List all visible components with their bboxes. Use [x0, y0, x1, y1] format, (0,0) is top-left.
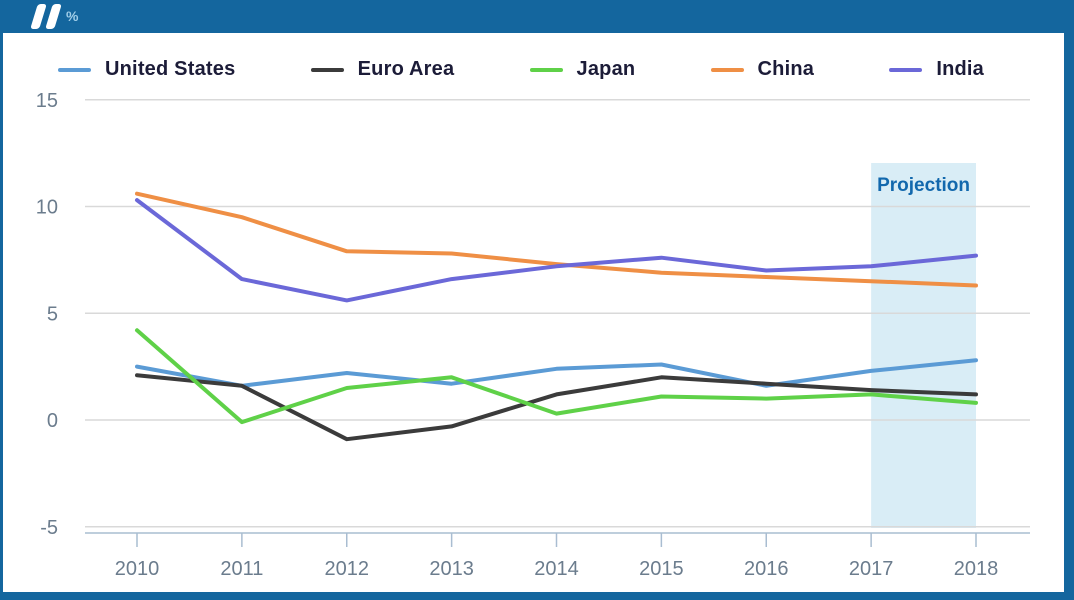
- x-tick-label: 2012: [325, 558, 370, 580]
- legend-label: Japan: [576, 58, 636, 80]
- right-frame-border: [1064, 0, 1074, 600]
- logo-stroke: [45, 4, 62, 29]
- legend-label: China: [757, 58, 815, 80]
- y-tick-label: 0: [47, 410, 58, 432]
- x-tick-label: 2018: [954, 558, 999, 580]
- x-tick-label: 2010: [115, 558, 160, 580]
- x-tick-label: 2011: [220, 558, 263, 580]
- legend-swatch-icon: [58, 67, 91, 72]
- series-line-euro-area: [135, 373, 978, 442]
- legend-label: India: [936, 58, 984, 80]
- legend-item-japan: Japan: [529, 58, 636, 81]
- footer-bar: [0, 592, 1074, 600]
- legend-item-united-states: United States: [58, 58, 235, 81]
- series-line-japan: [135, 328, 978, 425]
- y-tick-label: -5: [40, 517, 58, 539]
- legend-swatch-icon: [529, 67, 563, 72]
- chart-legend: United States Euro Area Japan China India: [58, 58, 984, 81]
- legend-swatch-icon: [889, 67, 923, 72]
- legend-item-euro-area: Euro Area: [310, 58, 455, 81]
- series-line-united-states: [135, 358, 978, 388]
- legend-swatch-icon: [710, 67, 744, 72]
- x-tick-label: 2015: [639, 558, 684, 580]
- y-tick-label: 5: [47, 303, 58, 325]
- series-line-china: [135, 191, 978, 288]
- series-line-india: [135, 198, 978, 303]
- y-tick-label: 15: [36, 90, 58, 112]
- legend-item-india: India: [889, 58, 984, 81]
- header-bar: %: [0, 0, 1074, 33]
- legend-label: Euro Area: [357, 58, 455, 80]
- x-tick-label: 2017: [849, 558, 894, 580]
- x-tick-label: 2013: [429, 558, 474, 580]
- legend-swatch-icon: [310, 67, 344, 72]
- x-tick-label: 2016: [744, 558, 789, 580]
- projection-band: [871, 163, 976, 528]
- y-axis-unit-label: %: [66, 8, 79, 24]
- left-frame-border: [0, 0, 3, 600]
- logo-stroke: [30, 4, 47, 29]
- projection-label: Projection: [877, 175, 970, 196]
- legend-item-china: China: [710, 58, 815, 81]
- legend-label: United States: [105, 58, 236, 80]
- x-tick-label: 2014: [534, 558, 579, 580]
- y-tick-label: 10: [36, 197, 58, 219]
- double-slash-logo-icon: [30, 4, 70, 29]
